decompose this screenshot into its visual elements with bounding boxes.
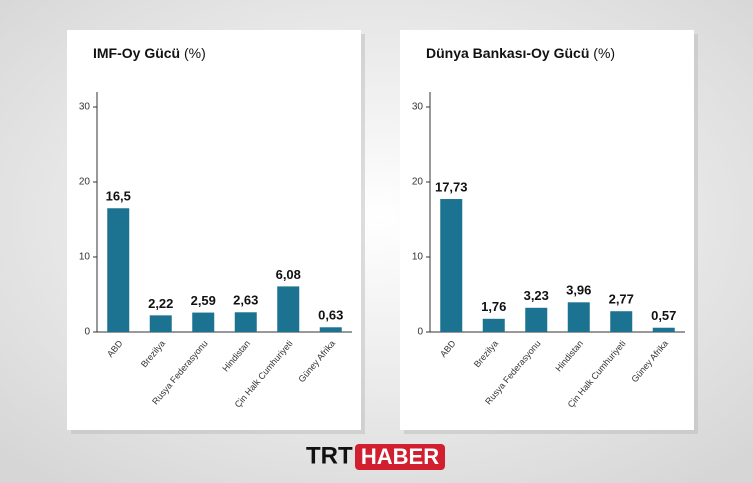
y-tick-label: 30 [412,102,424,113]
chart-title-main: Dünya Bankası-Oy Gücü [426,45,589,61]
bar [482,318,505,332]
bar [652,327,675,332]
value-label: 2,22 [148,296,173,311]
value-label: 2,63 [233,293,258,308]
bar [107,208,130,332]
value-label: 6,08 [276,267,301,282]
value-label: 3,96 [566,283,591,298]
y-tick-label: 20 [79,177,91,188]
y-tick-label: 10 [412,252,424,263]
bar [277,286,300,332]
value-label: 3,23 [524,288,549,303]
value-label: 0,57 [651,308,676,323]
bar [525,307,548,332]
chart-title: Dünya Bankası-Oy Gücü (%) [426,45,615,61]
chart-title: IMF-Oy Gücü (%) [93,45,206,61]
chart-title-unit: (%) [184,45,206,61]
bar [192,312,215,332]
y-tick-label: 0 [417,327,423,338]
bar [567,302,590,332]
bar [149,315,172,332]
value-label: 2,59 [191,293,216,308]
bar [440,199,463,332]
y-tick-label: 0 [84,327,90,338]
value-label: 1,76 [481,299,506,314]
chart-title-main: IMF-Oy Gücü [93,45,180,61]
y-tick-label: 30 [79,102,91,113]
logo-trt: TRT [306,442,353,469]
value-label: 2,77 [609,292,634,307]
bar [319,327,342,332]
value-label: 16,5 [106,189,131,204]
logo-haber: HABER [361,444,439,469]
bar [610,311,633,332]
bar [234,312,257,332]
value-label: 17,73 [435,179,468,194]
y-tick-label: 10 [79,252,91,263]
value-label: 0,63 [318,308,343,323]
y-tick-label: 20 [412,177,424,188]
logo-badge [355,444,445,470]
chart-title-unit: (%) [593,45,615,61]
